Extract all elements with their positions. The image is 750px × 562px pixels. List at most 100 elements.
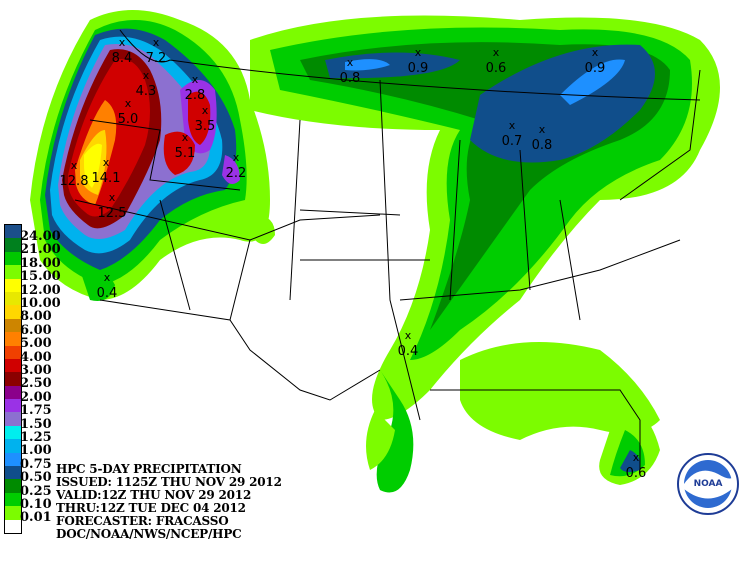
maximum-x-marker: x — [509, 119, 516, 132]
maximum-value-label: 0.7 — [502, 134, 523, 149]
maximum-x-marker: x — [233, 151, 240, 164]
legend-label: 1.00 — [20, 443, 52, 459]
maximum-value-label: 14.1 — [92, 171, 121, 186]
maximum-value-label: 5.0 — [118, 112, 139, 127]
maximum-value-label: 0.8 — [340, 71, 361, 86]
maxima-markers: x8.4x7.2x4.3x5.0x2.8x3.5x5.1 x2.2x12.8x14… — [60, 36, 647, 481]
maximum-x-marker: x — [153, 36, 160, 49]
legend-swatch — [5, 399, 21, 413]
legend-label: 1.50 — [20, 416, 52, 432]
precip-west — [30, 10, 275, 301]
maximum-x-marker: x — [405, 329, 412, 342]
maximum-x-marker: x — [539, 123, 546, 136]
maximum-value-label: 0.9 — [585, 61, 606, 76]
legend-swatch — [5, 291, 21, 306]
legend-swatch — [5, 466, 21, 480]
legend-label: 24.00 — [20, 229, 61, 244]
legend-swatch — [5, 305, 21, 319]
maximum-value-label: 0.9 — [408, 61, 429, 76]
legend-label: 4.00 — [20, 349, 52, 365]
legend-swatch — [5, 506, 21, 520]
maximum-x-marker: x — [104, 271, 111, 284]
maximum-x-marker: x — [493, 46, 500, 59]
maximum-x-marker: x — [592, 46, 599, 59]
legend-label: 18.00 — [20, 255, 61, 271]
precip-florida — [599, 400, 660, 485]
info-source: DOC/NOAA/NWS/NCEP/HPC — [56, 527, 242, 541]
maximum-value-label: 0.4 — [398, 344, 419, 359]
legend-swatch — [5, 385, 21, 400]
maximum-value-label: 0.6 — [626, 466, 647, 481]
legend-swatch — [5, 479, 21, 493]
maximum-value-label: 0.6 — [486, 61, 507, 76]
maximum-value-label: 0.8 — [532, 138, 553, 153]
legend-swatch — [5, 372, 21, 386]
maximum-value-label: 4.3 — [136, 84, 157, 99]
maximum-x-marker: x — [182, 131, 189, 144]
maximum-x-marker: x — [103, 156, 110, 169]
legend-swatch — [5, 452, 21, 467]
legend-label: 1.75 — [20, 403, 52, 419]
maximum-x-marker: x — [143, 69, 150, 82]
legend-label: 21.00 — [20, 242, 61, 258]
info-thru: THRU:12Z TUE DEC 04 2012 — [56, 501, 246, 515]
legend-swatch — [5, 251, 21, 266]
legend-label: 0.10 — [20, 497, 52, 512]
legend-swatch — [5, 412, 21, 426]
info-valid: VALID:12Z THU NOV 29 2012 — [56, 488, 252, 502]
legend-label: 2.50 — [20, 376, 52, 392]
forecast-info: HPC 5-DAY PRECIPITATION ISSUED: 1125Z TH… — [56, 463, 282, 541]
info-issued: ISSUED: 1125Z THU NOV 29 2012 — [56, 475, 282, 489]
legend-swatch — [5, 238, 21, 252]
svg-text:NOAA: NOAA — [694, 479, 723, 489]
maximum-value-label: 0.4 — [97, 286, 118, 301]
maximum-value-label: 3.5 — [195, 119, 216, 134]
legend-label: 1.25 — [20, 430, 52, 445]
info-title: HPC 5-DAY PRECIPITATION — [56, 462, 242, 476]
maximum-x-marker: x — [119, 36, 126, 49]
legend-label: 6.00 — [20, 322, 52, 338]
legend-swatch — [5, 358, 21, 373]
legend-label: 0.75 — [20, 456, 52, 472]
maximum-x-marker: x — [192, 73, 199, 86]
precip-east — [250, 15, 720, 493]
maximum-value-label: 8.4 — [112, 51, 133, 66]
legend-swatch — [5, 492, 21, 507]
legend-swatch — [5, 332, 21, 346]
noaa-logo: NOAA — [677, 453, 739, 515]
maximum-value-label: 12.8 — [60, 174, 89, 189]
maximum-x-marker: x — [202, 104, 209, 117]
state-borders — [74, 29, 701, 470]
legend-label: 8.00 — [20, 309, 52, 325]
maximum-value-label: 2.2 — [226, 166, 247, 181]
legend-label: 5.00 — [20, 336, 52, 352]
legend-swatch — [5, 265, 21, 279]
info-forecaster: FORECASTER: FRACASSO — [56, 514, 229, 528]
maximum-x-marker: x — [71, 159, 78, 172]
legend-swatch — [5, 345, 21, 359]
maximum-x-marker: x — [125, 97, 132, 110]
legend-label: 12.00 — [20, 282, 61, 298]
precipitation-legend — [4, 224, 22, 534]
legend-label: 0.50 — [20, 470, 52, 486]
legend-swatch — [5, 519, 21, 533]
maximum-value-label: 2.8 — [185, 88, 206, 103]
legend-label: 15.00 — [20, 269, 61, 285]
legend-swatch — [5, 278, 21, 292]
legend-swatch — [5, 439, 21, 453]
legend-label: 0.25 — [20, 483, 52, 499]
maximum-value-label: 5.1 — [175, 146, 196, 161]
legend-label: 0.01 — [20, 510, 52, 526]
legend-label: 2.00 — [20, 389, 52, 405]
maximum-value-label: 7.2 — [146, 51, 167, 66]
legend-label: 3.00 — [20, 363, 52, 378]
legend-swatch — [5, 225, 21, 239]
legend-swatch — [5, 425, 21, 440]
maximum-x-marker: x — [633, 451, 640, 464]
legend-label: 10.00 — [20, 296, 61, 311]
maximum-value-label: 12.5 — [98, 206, 127, 221]
maximum-x-marker: x — [109, 191, 116, 204]
maximum-x-marker: x — [347, 56, 354, 69]
